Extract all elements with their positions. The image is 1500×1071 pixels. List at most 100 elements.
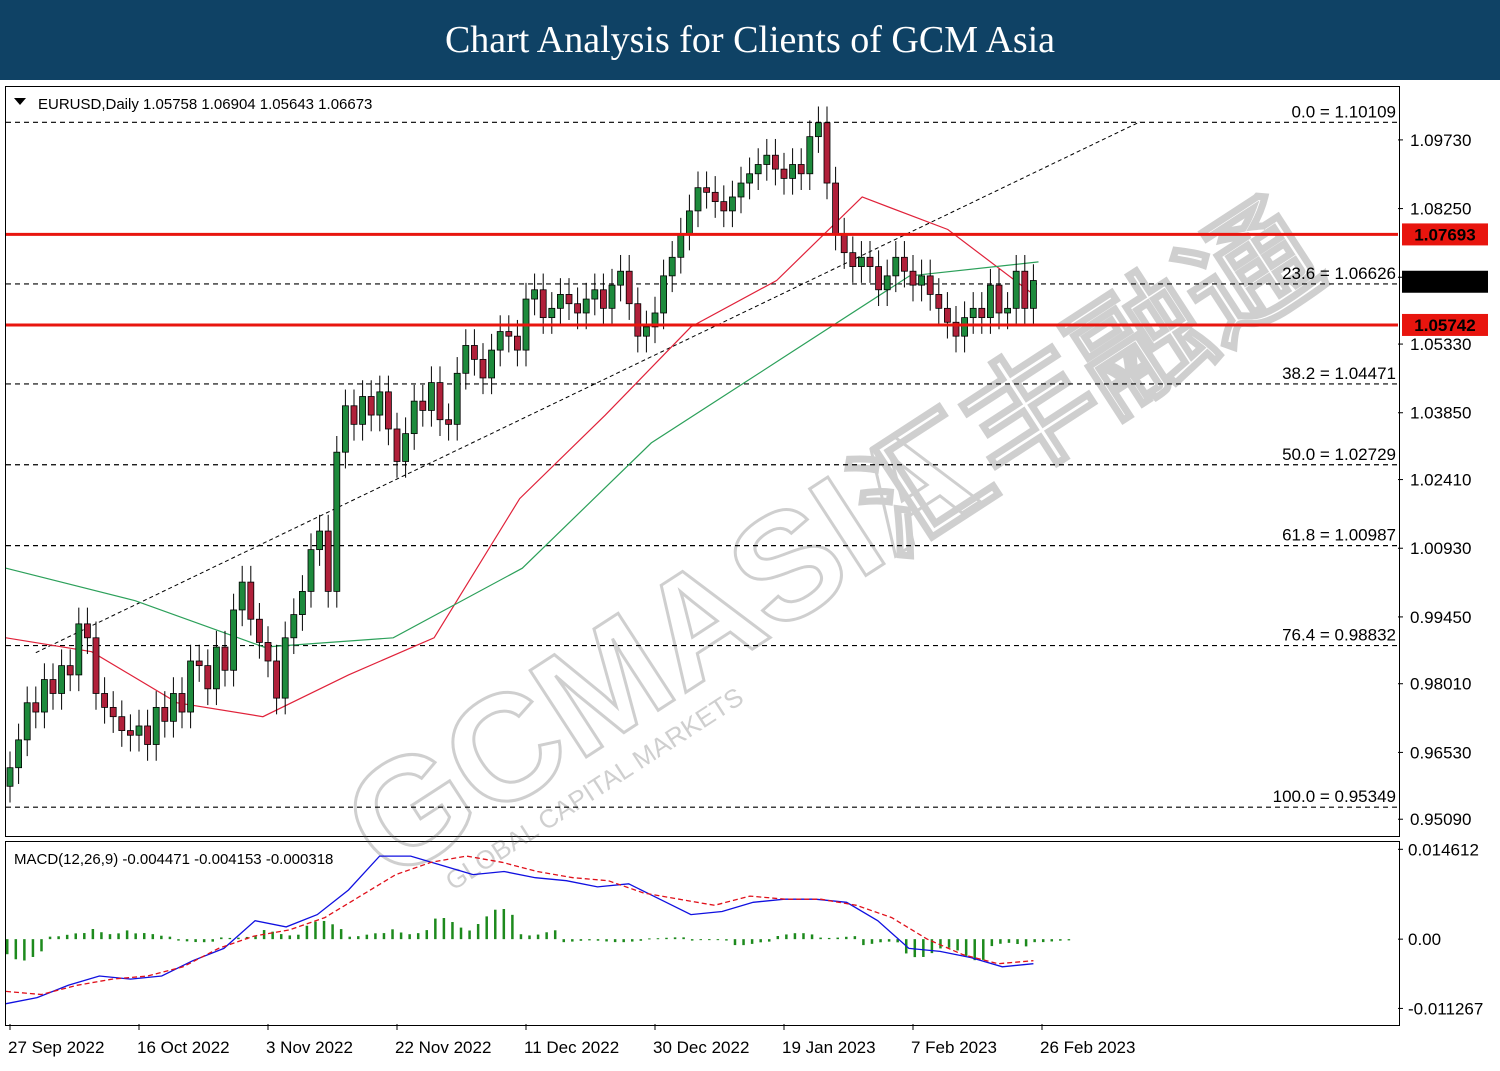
candle-body [470,345,478,360]
candle-body [316,530,324,551]
fib-label: 0.0 = 1.10109 [1292,102,1396,121]
macd-histogram-bar [810,934,814,940]
macd-histogram-bar [759,939,762,943]
candle-body [539,289,547,319]
candle-body [1021,270,1029,309]
signal-line [5,855,1034,996]
macd-histogram-bar [648,938,651,940]
macd-histogram-bar [177,939,180,941]
macd-histogram-bar [519,934,523,940]
level-tag [1402,223,1488,246]
fib-label: 100.0 = 0.95349 [1273,787,1396,806]
candle-body [978,307,986,319]
y-tick-label: 1.03850 [1410,404,1471,423]
macd-y-tick-label: -0.011267 [1408,999,1483,1018]
macd-histogram-bar [528,935,531,940]
macd-histogram-bar [947,939,951,948]
macd-histogram-bar [870,939,874,944]
candle-body [445,419,453,425]
macd-histogram-bar [785,934,788,940]
macd-histogram-bar [1067,939,1071,941]
candle-body [832,182,839,235]
candle-body [221,646,229,671]
candle-body [608,284,616,309]
macd-histogram-bar [622,939,625,943]
candle-body [901,256,908,272]
candle-body [58,665,65,694]
candle-body [393,428,401,462]
macd-histogram-bar [776,936,780,940]
macd-histogram-bar [142,933,146,940]
candle-body [505,331,513,337]
macd-histogram-bar [365,934,369,940]
candle-body [350,405,358,425]
macd-histogram-bar [1041,939,1045,943]
candle-body [763,154,771,165]
macd-histogram-bar [639,939,643,941]
candle-body [479,358,487,379]
candle-body [41,679,48,713]
candle-body [127,730,134,736]
candle-body [281,637,289,699]
macd-histogram-bar [194,939,197,943]
candle-body [333,451,341,592]
candle-body [376,391,384,416]
candle-body [212,646,220,690]
macd-histogram-bar [108,934,112,940]
macd-histogram-bar [434,918,437,940]
ma-fast-line [5,196,1034,718]
candle-body [75,623,83,676]
candle-body [255,618,263,643]
macd-histogram-bar [382,933,386,940]
candle-body [772,154,779,170]
candle-body [737,182,745,198]
macd-histogram-bar [631,939,634,942]
macd-histogram-bar [502,909,506,940]
fib-label: 61.8 = 1.00987 [1282,526,1396,545]
macd-histogram-bar [6,939,9,955]
collapse-triangle-icon[interactable] [14,98,26,105]
candle-body [32,702,40,713]
candle-body [152,706,160,745]
macd-histogram-bar [339,929,343,940]
candle-body [660,275,667,314]
macd-histogram-bar [160,935,163,940]
candle-body [625,270,633,305]
macd-histogram-bar [562,939,566,943]
candle-body [427,382,435,411]
macd-histogram-bar [31,939,35,957]
fib-label: 50.0 = 1.02729 [1282,445,1396,464]
x-tick-label: 30 Dec 2022 [653,1038,749,1057]
macd-histogram-bar [545,932,548,940]
macd-histogram-bar [220,937,223,940]
macd-histogram-bar [494,909,497,940]
y-tick-label: 0.99450 [1410,608,1471,627]
candle-body [591,289,599,300]
macd-histogram-bar [476,924,480,940]
candle-body [797,164,805,175]
candle-body [144,725,152,745]
candle-body [109,706,117,718]
macd-histogram-bar [973,939,976,961]
macd-histogram-bar [168,936,172,940]
fib-label: 23.6 = 1.06626 [1282,264,1396,283]
candle-body [952,321,960,337]
candle-body [367,396,375,416]
candle-body [883,275,891,291]
macd-histogram-bar [836,937,839,940]
macd-histogram-bar [408,934,411,940]
macd-histogram-bar [134,933,137,940]
candle-body [402,433,410,462]
macd-histogram-bar [990,939,994,947]
watermark: GCMASIA 汇丰融通 GLOBAL CAPITAL MARKETS [314,172,1347,913]
macd-histogram-bar [399,932,403,940]
macd-histogram-bar [964,939,968,956]
price-panel [5,86,1400,837]
macd-histogram-bar [279,934,283,940]
macd-histogram-bar [100,932,103,940]
candle-body [1004,307,1011,314]
macd-histogram-bar [348,936,351,940]
current-price-tag [1402,270,1488,293]
macd-y-tick-label: 0.014612 [1408,840,1479,859]
candle-body [324,530,332,592]
